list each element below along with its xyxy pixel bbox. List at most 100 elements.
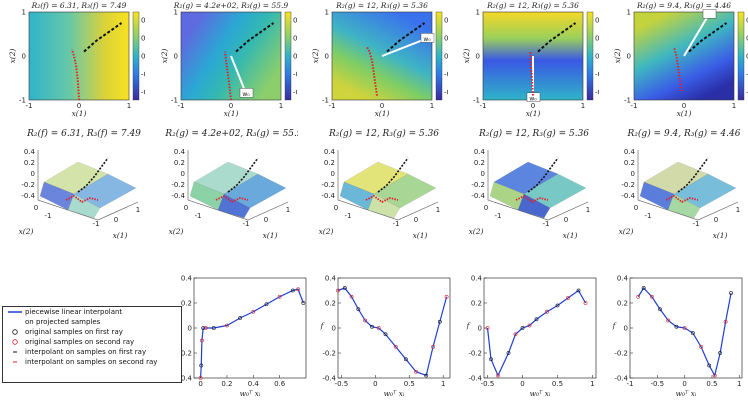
- colorbar-tick: 0: [293, 53, 297, 61]
- legend-circle-symbol: [12, 329, 18, 335]
- sample-point: [424, 373, 429, 378]
- colorbar: [435, 11, 443, 101]
- x2-axis-label: x(2): [319, 227, 334, 236]
- y-tick-label: -1: [322, 97, 329, 105]
- z-tick-label: -0.4: [171, 192, 185, 200]
- surface-title: R₂(g) = 4.2e+02, R₃(g) = 55.9: [164, 128, 298, 139]
- z-tick-label: 0.4: [174, 148, 186, 156]
- x1-tick-label: 0: [264, 216, 268, 224]
- w0-direction-line: [683, 13, 710, 57]
- colorbar-tick: 0.2: [293, 35, 297, 43]
- z-tick-label: 0: [331, 170, 335, 178]
- legend-item-first-ray: original samples on first ray: [3, 327, 181, 337]
- w0-label-box: [526, 92, 541, 103]
- sample-point: [485, 326, 490, 330]
- x2-tick-label: -1: [345, 212, 352, 220]
- x-tick-label: 1: [430, 102, 434, 110]
- x2-tick-label: 0: [634, 204, 638, 212]
- x-tick-label: 1: [590, 380, 594, 388]
- x-axis-label: x(1): [677, 109, 692, 118]
- x-tick-label: -0.5: [335, 380, 349, 388]
- x2-tick-label: 0: [184, 204, 188, 212]
- legend-label: on projected samples: [25, 318, 101, 326]
- y-tick-label: -0.4: [178, 375, 192, 383]
- surface-panel: R₂(g) = 9.4, R₃(g) = 4.46 0.4 0.2 0 -0.2 -0.4…: [619, 128, 741, 240]
- sample-point: [403, 357, 408, 362]
- z-tick-label: 0.2: [324, 159, 335, 167]
- x-axis-label: x(1): [224, 109, 239, 118]
- x1-tick-label: 0: [564, 216, 568, 224]
- z-tick-label: 0.4: [24, 148, 36, 156]
- x1-axis-label: x(1): [713, 231, 728, 240]
- z-tick-label: -0.2: [471, 181, 485, 189]
- w0-label-box: [702, 8, 717, 19]
- sample-point: [376, 326, 381, 330]
- colorbar-tick: 0.4: [141, 17, 145, 25]
- z-tick-label: 0: [481, 170, 485, 178]
- heatmap-title: R₂(f) = 6.31, R₃(f) = 7.49: [31, 1, 127, 10]
- first-ray-samples: [227, 157, 259, 193]
- colorbar-tick: -0.4: [595, 89, 599, 97]
- y-tick-label: 0: [22, 53, 26, 61]
- legend-label: original samples on second ray: [25, 338, 135, 346]
- y-tick-label: -1: [473, 97, 480, 105]
- sample-point: [718, 351, 723, 355]
- x-tick-label: 0: [520, 380, 524, 388]
- colorbar-tick: 0: [746, 53, 748, 61]
- y-tick-label: -0.2: [468, 350, 482, 358]
- surface-title: R₂(g) = 12, R₃(g) = 5.36: [328, 128, 439, 139]
- sample-point: [666, 318, 671, 323]
- colorbar-tick: 0.4: [746, 17, 748, 25]
- sample-point: [583, 301, 588, 305]
- w0-label: w₀: [423, 36, 431, 43]
- legend-label: interpolant on samples on second ray: [25, 358, 158, 366]
- x-tick-label: 0: [229, 102, 233, 110]
- sample-point: [199, 363, 204, 368]
- z-tick-label: -0.4: [21, 192, 35, 200]
- x-tick-label: -1: [627, 380, 634, 388]
- colorbar-tick: -0.2: [444, 71, 448, 79]
- x-tick-label: -1: [631, 102, 638, 110]
- sample-point: [729, 291, 733, 295]
- interpolant-line: [199, 288, 304, 379]
- y-tick-label: -0.2: [178, 350, 192, 358]
- surface-facet: [67, 193, 101, 219]
- colorbar: [737, 11, 745, 101]
- x1-tick-label: 0: [714, 216, 718, 224]
- w0-label-box: [420, 33, 435, 43]
- x1-tick-label: 1: [436, 206, 440, 214]
- legend-item-interpolant: piecewise linear interpolant: [3, 307, 181, 317]
- x2-tick-label: 0: [484, 204, 488, 212]
- heatmap-title: R₂(g) = 12, R₃(g) = 5.36: [335, 1, 428, 10]
- y-axis-label: f: [320, 321, 325, 330]
- z-tick-label: -0.2: [21, 181, 35, 189]
- z-tick-label: 0.2: [474, 159, 485, 167]
- x2-axis-label: x(2): [619, 227, 634, 236]
- sample-point: [393, 344, 398, 349]
- w0-direction-line: [230, 55, 247, 94]
- y-tick-label: 0.2: [325, 300, 336, 308]
- sample-point: [238, 316, 243, 320]
- colorbar-tick: -0.4: [746, 89, 748, 97]
- x1-tick-label: 0: [414, 216, 418, 224]
- colorbar-tick: 0.2: [141, 35, 145, 43]
- sample-point: [636, 294, 641, 299]
- y-tick-label: 0: [476, 53, 480, 61]
- sample-point: [712, 373, 717, 378]
- x-tick-label: 0.5: [552, 380, 563, 388]
- colorbar-tick: 0.4: [444, 17, 448, 25]
- second-ray-samples: [665, 194, 699, 204]
- first-ray-samples: [77, 157, 109, 193]
- colorbar: [586, 11, 594, 101]
- heatmap-panel: R₂(g) = 12, R₃(g) = 5.36 w₀ -1 0 1 1 0 -1 x(1) x(…: [311, 1, 448, 118]
- colorbar: [132, 11, 140, 101]
- y-tick-label: 0: [188, 325, 192, 333]
- sample-point: [431, 344, 435, 349]
- second-ray-samples: [65, 194, 99, 204]
- sample-point: [513, 332, 518, 337]
- x1-tick-label: 1: [586, 206, 590, 214]
- sample-point: [383, 332, 388, 337]
- colorbar-tick: -0.4: [293, 89, 297, 97]
- surface-facet: [367, 193, 401, 219]
- sample-point: [649, 294, 654, 299]
